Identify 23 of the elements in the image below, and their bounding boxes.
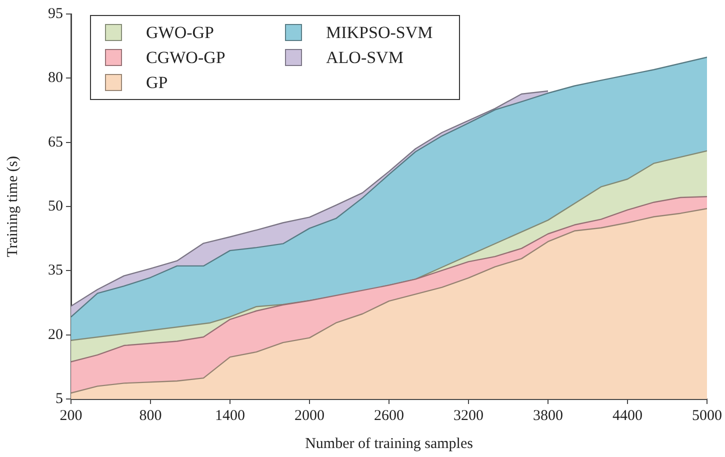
y-tick-label: 5 [56, 390, 63, 407]
legend-label: ALO-SVM [326, 48, 404, 68]
x-tick-label: 1400 [215, 408, 245, 424]
legend-label: MIKPSO-SVM [326, 22, 433, 42]
x-tick-label: 4400 [612, 408, 642, 424]
y-tick-label: 50 [48, 198, 63, 214]
y-tick-label: 80 [48, 70, 63, 86]
legend-label: GWO-GP [146, 22, 214, 42]
y-tick-label: 20 [48, 326, 63, 343]
x-tick-label: 5000 [692, 408, 722, 424]
x-tick-label: 3800 [533, 408, 563, 424]
x-tick-label: 2000 [294, 408, 324, 424]
y-tick-label: 35 [48, 262, 63, 279]
x-axis-title: Number of training samples [305, 436, 474, 452]
x-tick-label: 200 [60, 408, 82, 424]
y-axis-title: Training time (s) [4, 156, 21, 258]
legend-label: CGWO-GP [146, 48, 226, 68]
legend-label: GP [146, 72, 168, 92]
x-tick-label: 3200 [454, 408, 484, 424]
y-tick-label: 95 [48, 6, 63, 22]
x-tick-label: 2600 [374, 408, 404, 424]
y-tick-label: 65 [48, 134, 63, 150]
x-tick-label: 800 [139, 408, 162, 424]
